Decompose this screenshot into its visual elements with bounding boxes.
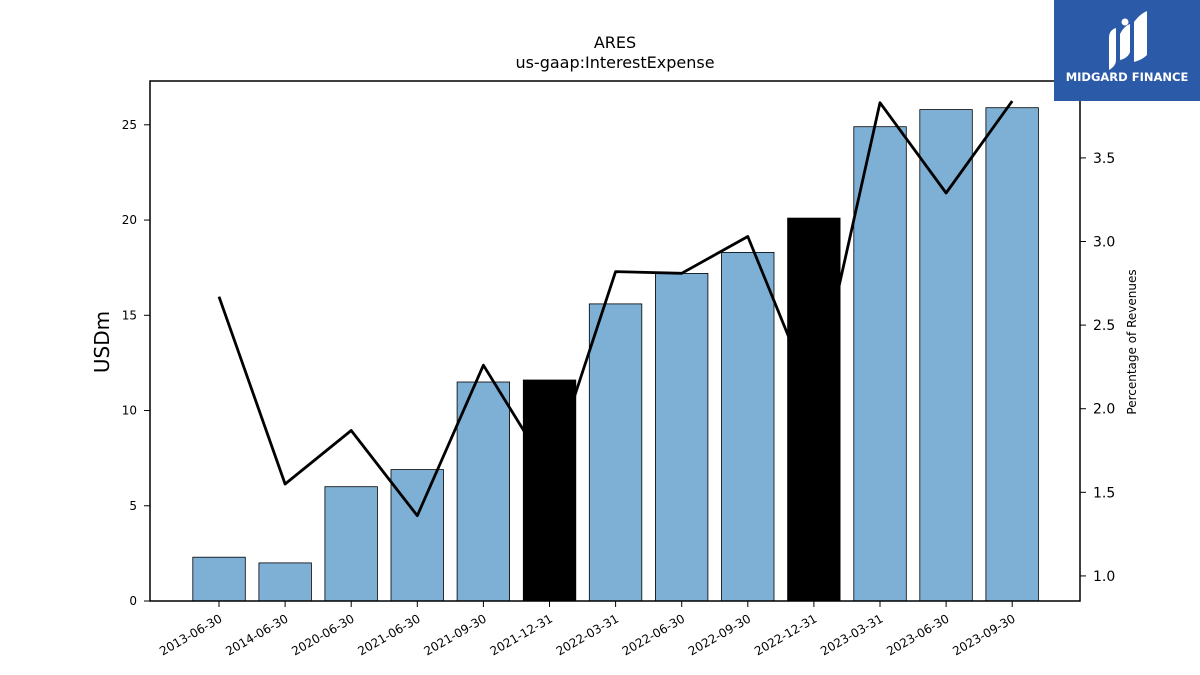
chart-title: ARES <box>594 33 636 52</box>
bar-2023-06-30 <box>919 109 973 602</box>
y2-tick-label: 1.0 <box>1093 569 1115 585</box>
y-tick-label: 15 <box>122 308 137 322</box>
chart-subtitle: us-gaap:InterestExpense <box>515 53 714 72</box>
x-tick-label: 2021-09-30 <box>421 611 488 658</box>
x-tick-label: 2021-12-31 <box>488 611 555 658</box>
logo-text: MIDGARD FINANCE <box>1066 70 1189 84</box>
percentage-line <box>217 100 1014 518</box>
bar-2022-09-30 <box>721 251 775 602</box>
y-tick-label: 10 <box>122 404 137 418</box>
y-tick-label: 0 <box>129 594 137 608</box>
y2-tick-label: 3.5 <box>1093 151 1115 167</box>
bar-2022-03-31 <box>588 303 643 602</box>
bar-2023-09-30 <box>985 107 1039 602</box>
bar-2013-06-30 <box>192 556 246 602</box>
bar-2023-03-31 <box>853 126 907 602</box>
x-tick-label: 2023-09-30 <box>950 611 1017 658</box>
bar-2021-09-30 <box>456 381 511 602</box>
y2-tick-label: 2.0 <box>1093 402 1115 418</box>
x-tick-label: 2021-06-30 <box>355 611 422 658</box>
x-tick-label: 2023-06-30 <box>884 611 951 658</box>
bar-2021-06-30 <box>390 469 444 602</box>
bar-2014-06-30 <box>258 562 312 602</box>
x-tick-label: 2022-03-31 <box>554 611 621 658</box>
y2-tick-label: 2.5 <box>1093 318 1115 334</box>
logo-mark-icon <box>1109 11 1147 70</box>
x-tick-label: 2022-06-30 <box>620 611 687 658</box>
y2-axis-label: Percentage of Revenues <box>1125 269 1139 414</box>
y2-tick-label: 1.5 <box>1093 485 1115 501</box>
y-tick-label: 25 <box>122 118 137 132</box>
y2-tick-label: 3.0 <box>1093 235 1115 251</box>
x-tick-label: 2022-09-30 <box>686 611 753 658</box>
x-tick-label: 2022-12-31 <box>752 611 819 658</box>
bar-2022-06-30 <box>655 272 709 602</box>
x-tick-label: 2014-06-30 <box>223 611 290 658</box>
y-tick-label: 20 <box>122 213 137 227</box>
midgard-finance-logo: MIDGARD FINANCE <box>1054 0 1200 101</box>
x-tick-label: 2020-06-30 <box>289 611 356 658</box>
y-axis-label: USDm <box>90 311 114 373</box>
bar-2020-06-30 <box>324 486 378 602</box>
plot-frame <box>149 80 1081 602</box>
y-tick-label: 5 <box>129 499 137 513</box>
bar-2022-12-31 <box>787 217 841 602</box>
x-tick-label: 2013-06-30 <box>157 611 224 658</box>
x-tick-label: 2023-03-31 <box>818 611 885 658</box>
